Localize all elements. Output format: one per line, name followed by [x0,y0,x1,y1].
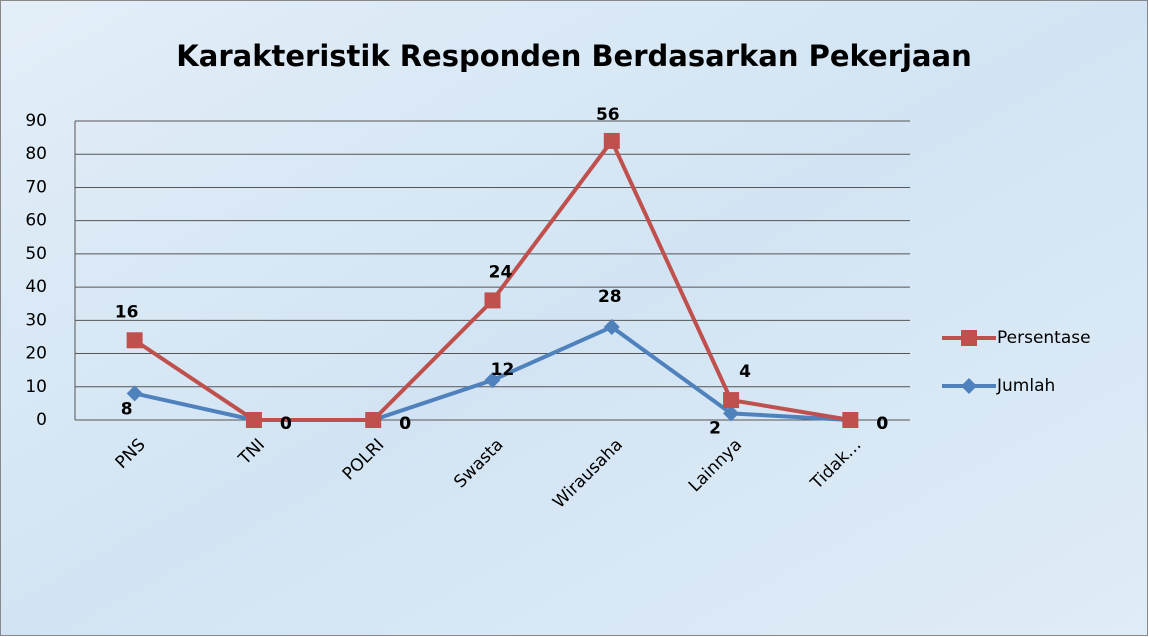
marker [723,405,740,422]
data-label: 8 [121,399,133,419]
legend-label: Jumlah [996,376,1055,396]
marker [723,392,740,409]
data-label: 0 [399,414,411,434]
marker [484,292,501,309]
data-label: 12 [491,360,515,380]
data-label: 56 [596,105,620,125]
chart-title: Karakteristik Responden Berdasarkan Peke… [176,39,971,73]
data-label: 24 [489,262,513,282]
data-label: 4 [739,362,751,382]
data-label: 2 [709,418,721,438]
y-tick-label: 50 [25,244,47,264]
y-tick-label: 40 [25,277,47,297]
y-tick-label: 0 [36,410,47,430]
y-tick-label: 20 [25,344,47,364]
data-label: 0 [280,414,292,434]
marker [245,412,262,428]
marker [842,412,859,428]
legend-marker [961,330,977,346]
data-label: 0 [876,414,888,434]
y-tick-label: 10 [25,377,47,397]
marker [126,385,143,402]
marker [603,318,620,335]
legend-marker [961,378,977,394]
legend-label: Persentase [997,328,1091,348]
data-label: 0 [876,414,888,434]
marker [603,132,620,149]
marker [126,332,143,349]
data-label: 0 [399,414,411,434]
y-tick-label: 70 [25,177,47,197]
marker [484,372,501,389]
y-tick-label: 60 [25,211,47,231]
y-tick-label: 80 [25,144,47,164]
data-label: 16 [115,302,139,322]
data-label: 28 [598,287,622,307]
y-tick-label: 30 [25,310,47,330]
data-label: 0 [280,414,292,434]
marker [365,412,382,428]
y-tick-label: 90 [25,111,47,131]
